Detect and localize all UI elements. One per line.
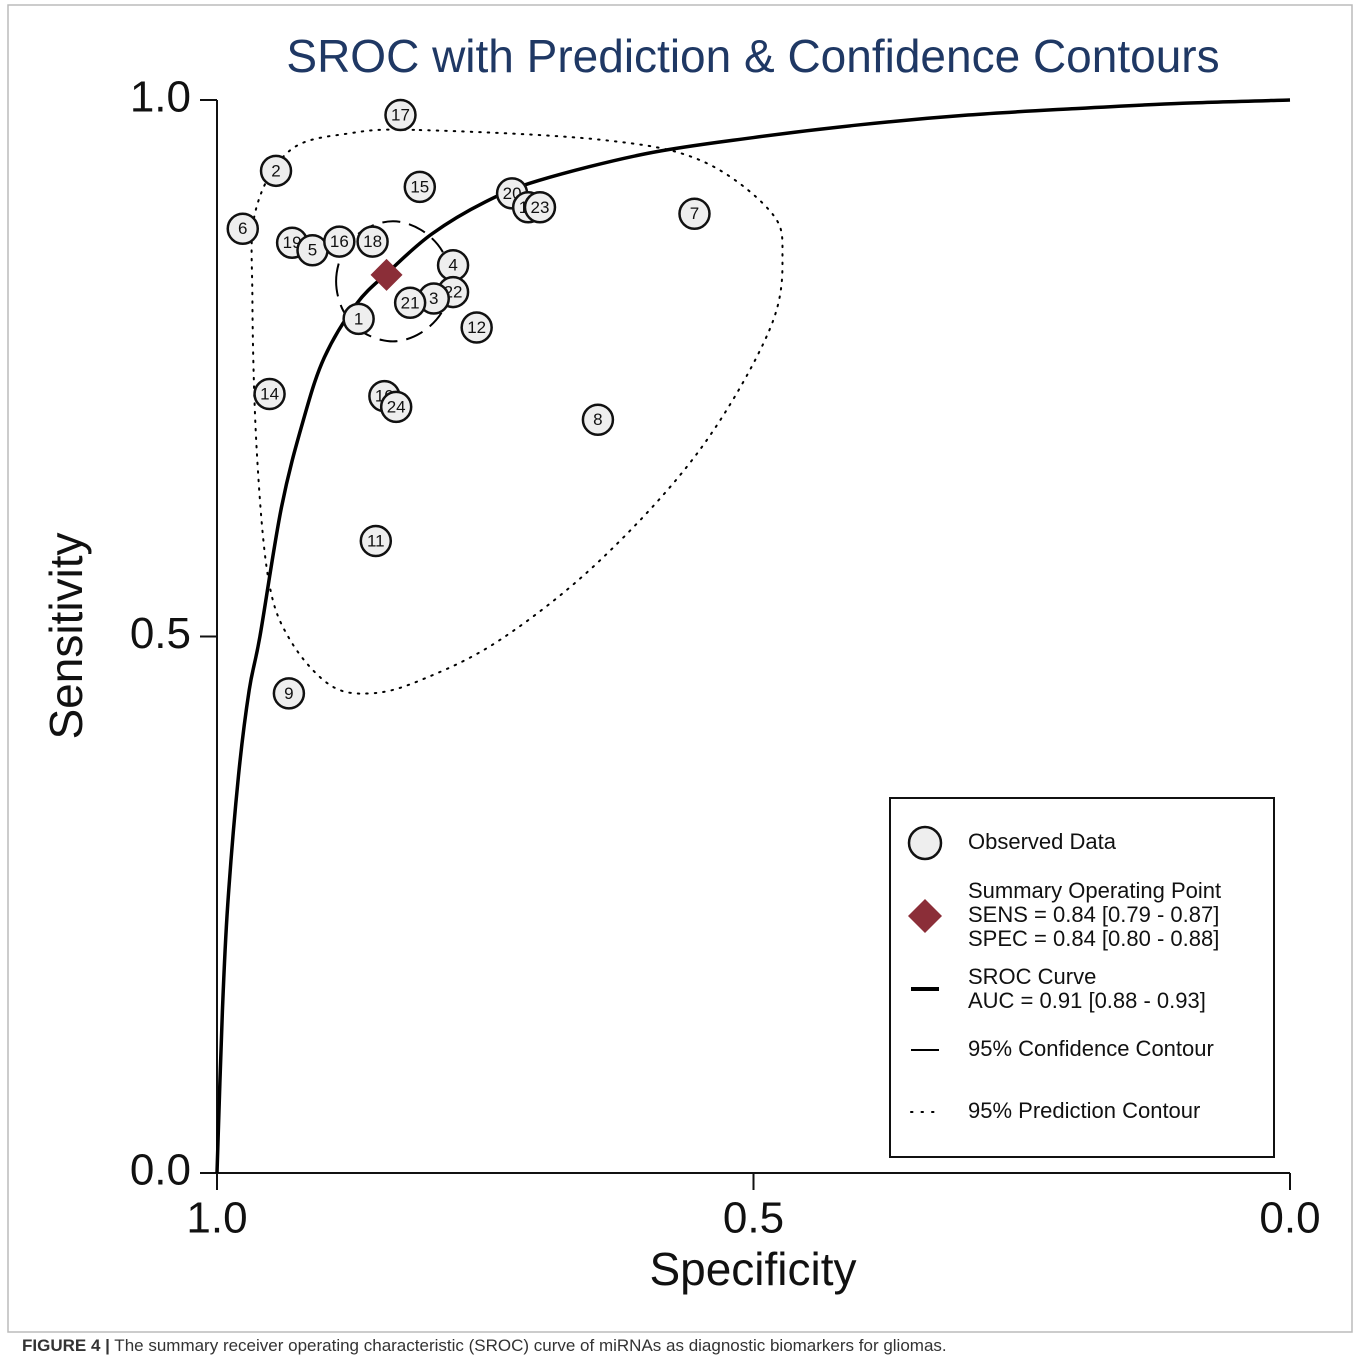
point-label: 3 — [429, 289, 438, 308]
caption-text: The summary receiver operating character… — [110, 1336, 947, 1355]
observed-point — [403, 170, 437, 204]
point-label: 21 — [401, 293, 420, 312]
legend-label: SROC Curve — [968, 964, 1096, 989]
observed-point — [253, 377, 286, 411]
observed-point — [379, 390, 413, 424]
observed-point — [259, 154, 293, 188]
point-label: 15 — [410, 177, 429, 196]
x-tick-label: 1.0 — [186, 1194, 247, 1243]
point-label: 17 — [391, 106, 410, 125]
point-label: 5 — [308, 241, 317, 260]
point-label: 24 — [387, 397, 406, 416]
observed-point — [581, 403, 615, 437]
point-label: 1 — [354, 309, 363, 328]
point-label: 23 — [531, 198, 550, 217]
x-tick-label: 0.5 — [723, 1194, 784, 1243]
observed-point — [359, 524, 393, 558]
observed-point — [460, 311, 493, 344]
observed-point — [323, 225, 356, 258]
caption-label: FIGURE 4 | — [22, 1336, 110, 1355]
x-tick-label: 0.0 — [1259, 1194, 1320, 1243]
observed-point — [342, 302, 375, 336]
legend-label: Summary Operating Point — [968, 878, 1221, 903]
observed-point — [384, 98, 417, 132]
x-axis-label: Specificity — [649, 1243, 856, 1295]
observed-point — [226, 212, 260, 246]
figure-border — [7, 4, 1353, 1333]
legend-label: 95% Confidence Contour — [968, 1036, 1214, 1061]
point-label: 4 — [448, 256, 457, 275]
legend-stat: SENS = 0.84 [0.79 - 0.87] — [968, 902, 1219, 927]
legend-stat: SPEC = 0.84 [0.80 - 0.88] — [968, 926, 1219, 951]
legend-stat: AUC = 0.91 [0.88 - 0.93] — [968, 988, 1206, 1013]
legend-symbol — [907, 825, 943, 861]
observed-point — [356, 225, 389, 258]
point-label: 12 — [467, 318, 486, 337]
point-label: 18 — [363, 232, 382, 251]
y-tick-label: 1.0 — [130, 73, 191, 122]
point-label: 6 — [238, 219, 247, 238]
point-label: 8 — [593, 410, 602, 429]
y-tick-label: 0.5 — [130, 609, 191, 658]
point-label: 7 — [690, 204, 699, 223]
observed-point — [523, 191, 557, 224]
legend-label: Observed Data — [968, 829, 1117, 854]
y-axis-label: Sensitivity — [40, 532, 92, 739]
caption: FIGURE 4 | The summary receiver operatin… — [22, 1336, 947, 1355]
legend-box — [889, 797, 1275, 1158]
y-tick-label: 0.0 — [130, 1146, 191, 1195]
legend-label: 95% Prediction Contour — [968, 1098, 1200, 1123]
point-label: 14 — [260, 384, 279, 403]
point-label: 9 — [284, 684, 293, 703]
observed-point — [678, 197, 711, 230]
legend-symbol — [908, 899, 942, 933]
observed-point — [393, 286, 427, 320]
point-label: 11 — [367, 531, 385, 550]
summary-point — [370, 258, 403, 291]
chart-title: SROC with Prediction & Confidence Contou… — [286, 30, 1219, 82]
observed-point — [272, 677, 306, 710]
point-label: 16 — [330, 232, 349, 251]
point-label: 2 — [271, 161, 280, 180]
